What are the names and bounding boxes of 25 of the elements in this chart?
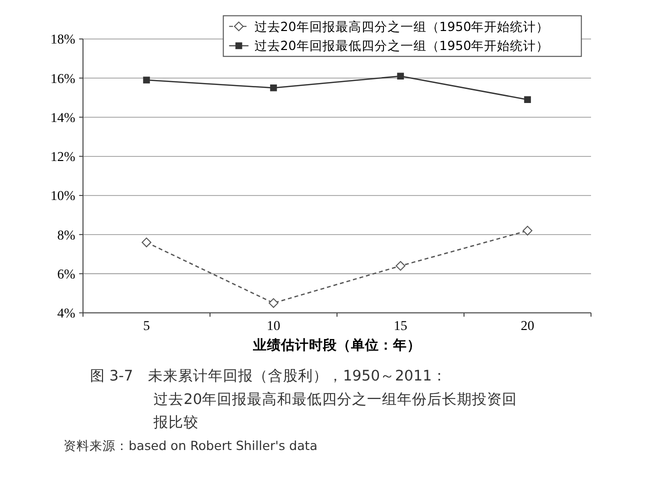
- text: 资料来源：based on Robert Shiller's data: [64, 438, 318, 454]
- legend-label: 过去20年回报最低四分之一组（1950年开始统计）: [254, 38, 550, 54]
- x-tick-label: 5: [143, 318, 150, 334]
- y-tick-label: 16%: [50, 70, 76, 86]
- point: [397, 72, 404, 80]
- y-tick-label: 10%: [50, 188, 76, 204]
- point: [396, 261, 406, 271]
- text: 图 3-7 未来累计年回报（含股利），1950～2011：过去20年回报最高和最低四分之一组年份后长期投资回报比较: [90, 368, 518, 432]
- y-tick-label: 14%: [50, 110, 76, 125]
- y-tick-label: 6%: [57, 266, 76, 282]
- point: [142, 238, 152, 248]
- y-tick-label: 4%: [57, 306, 76, 321]
- point: [270, 84, 277, 92]
- y-tick-label: 12%: [50, 149, 76, 164]
- legend-label: 过去20年回报最高四分之一组（1950年开始统计）: [254, 18, 550, 34]
- y-tick-label: 8%: [57, 227, 76, 242]
- point: [522, 226, 532, 236]
- point: [524, 96, 531, 103]
- point: [143, 76, 150, 84]
- point: [268, 298, 278, 308]
- x-tick-label: 10: [266, 318, 281, 334]
- x-axis-title: 业绩估计时段（单位：年）: [252, 338, 422, 354]
- x-tick-label: 20: [520, 318, 535, 334]
- x-tick-label: 15: [394, 318, 408, 334]
- y-tick-label: 18%: [50, 32, 76, 47]
